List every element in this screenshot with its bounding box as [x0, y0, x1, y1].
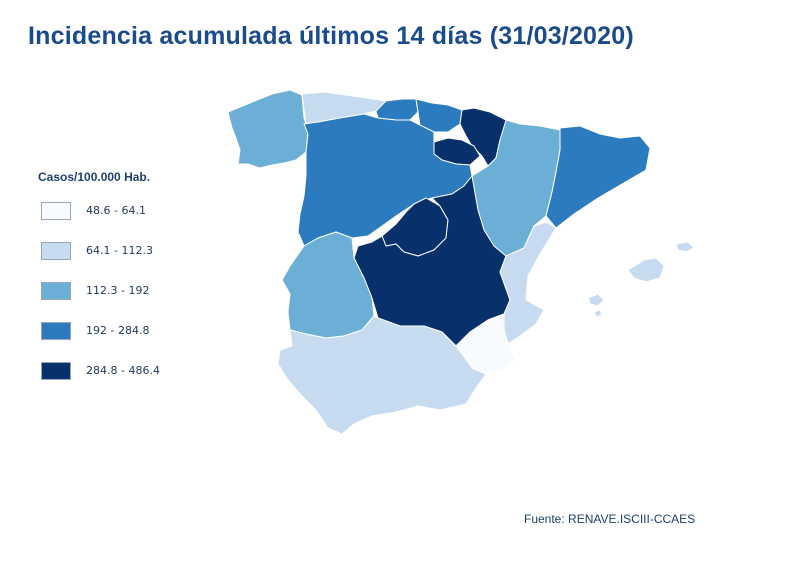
legend-label-1: 64.1 - 112.3 — [86, 244, 153, 257]
legend-label-2: 112.3 - 192 — [86, 284, 150, 297]
legend-item-3: 192 - 284.8 — [38, 322, 238, 342]
region-murcia[interactable] — [455, 313, 517, 375]
fuerteventura-island — [221, 449, 251, 501]
legend-item-2: 112.3 - 192 — [38, 282, 238, 302]
mallorca-island — [627, 257, 665, 283]
map-title: Incidencia acumulada últimos 14 días (31… — [28, 22, 634, 50]
region-cataluna[interactable] — [545, 125, 651, 229]
source-note: Fuente: RENAVE.ISCIII-CCAES — [524, 512, 696, 526]
legend-title: Casos/100.000 Hab. — [38, 170, 151, 184]
legend-label-4: 284.8 - 486.4 — [86, 364, 160, 377]
legend-label-0: 48.6 - 64.1 — [86, 204, 146, 217]
legend-item-0: 48.6 - 64.1 — [38, 202, 238, 222]
legend-swatch-3 — [41, 322, 71, 340]
formentera-island — [593, 309, 603, 318]
la-palma-island — [79, 447, 93, 473]
legend-swatch-0 — [41, 202, 71, 220]
region-canarias[interactable] — [79, 425, 267, 513]
legend-swatch-2 — [41, 282, 71, 300]
legend-swatch-1 — [41, 242, 71, 260]
region-andalucia[interactable] — [277, 315, 487, 435]
region-galicia[interactable] — [227, 89, 309, 169]
legend-item-4: 284.8 - 486.4 — [38, 362, 238, 382]
la-graciosa-island — [257, 425, 265, 434]
tenerife-island — [117, 463, 153, 491]
legend-swatch-4 — [41, 362, 71, 380]
map-legend: Casos/100.000 Hab. 48.6 - 64.1 64.1 - 11… — [38, 170, 238, 402]
menorca-island — [675, 241, 695, 253]
ibiza-island — [587, 293, 605, 307]
gran-canaria-island — [165, 481, 187, 505]
la-gomera-island — [103, 477, 115, 489]
el-hierro-island — [81, 499, 95, 513]
legend-label-3: 192 - 284.8 — [86, 324, 150, 337]
region-pais-vasco[interactable] — [415, 98, 463, 133]
legend-item-1: 64.1 - 112.3 — [38, 242, 238, 262]
region-islas-baleares[interactable] — [587, 241, 695, 318]
